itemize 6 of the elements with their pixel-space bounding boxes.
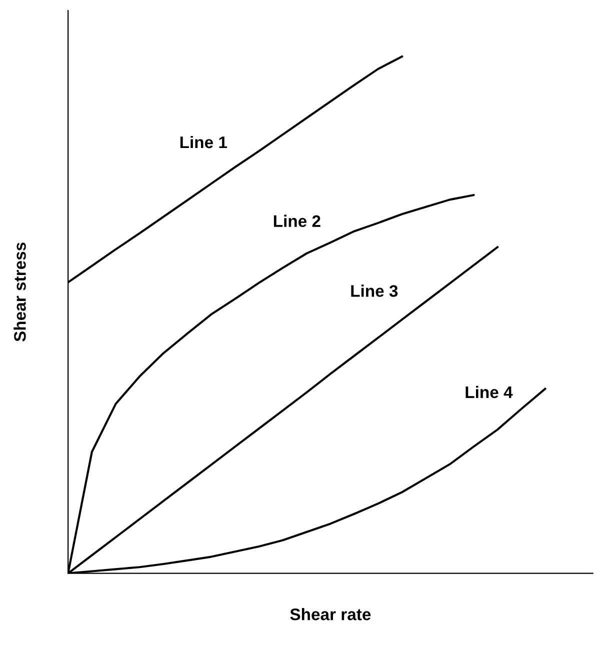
series-label: Line 2 — [274, 214, 320, 228]
x-axis-title: Shear rate — [290, 608, 371, 620]
y-axis-title: Shear stress — [14, 242, 26, 342]
series-label: Line 4 — [466, 386, 513, 398]
series-label: Line 3 — [351, 284, 398, 297]
series-label: Line 1 — [180, 136, 227, 148]
